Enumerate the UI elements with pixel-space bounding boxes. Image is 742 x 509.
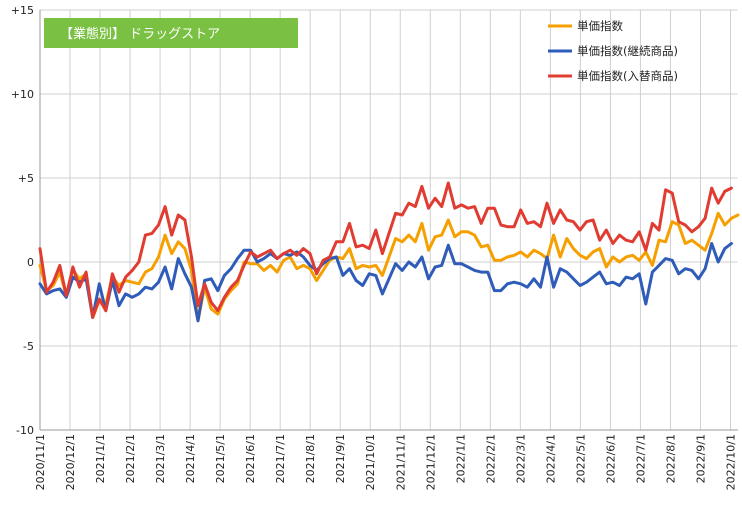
y-tick-label: 0 [27,256,34,269]
x-tick-label: 2021/7/1 [274,434,287,483]
legend-label-1: 単価指数(継続商品) [577,44,678,58]
x-tick-label: 2020/12/1 [64,434,77,490]
y-tick-label: -5 [23,340,34,353]
x-tick-label: 2021/1/1 [94,434,107,483]
x-tick-label: 2022/9/1 [694,434,707,483]
series-line-0 [38,211,740,323]
series-line-1 [38,242,733,323]
x-tick-label: 2021/2/1 [124,434,137,483]
legend-label-2: 単価指数(入替商品) [577,69,678,83]
x-tick-label: 2022/1/1 [454,434,467,483]
chart-title-text: 【業態別】 ドラッグストア [60,26,220,42]
x-tick-label: 2022/3/1 [514,434,527,483]
legend-label-0: 単価指数 [577,19,623,33]
x-tick-label: 2021/3/1 [154,434,167,483]
series-line-2 [38,181,733,319]
chart-title-box [44,18,298,48]
y-tick-label: +5 [18,172,34,185]
x-tick-label: 2021/6/1 [244,434,257,483]
x-tick-label: 2022/6/1 [604,434,617,483]
x-tick-label: 2021/4/1 [184,434,197,483]
chart-title: 【業態別】 ドラッグストア [44,18,298,48]
x-tick-label: 2021/8/1 [304,434,317,483]
x-tick-label: 2021/12/1 [424,434,437,490]
x-tick-label: 2021/11/1 [394,434,407,490]
x-tick-label: 2021/5/1 [214,434,227,483]
series-lines [38,181,740,323]
x-tick-label: 2022/5/1 [574,434,587,483]
y-tick-label: +15 [11,4,34,17]
x-tick-label: 2022/10/1 [724,434,737,490]
x-tick-label: 2022/7/1 [634,434,647,483]
x-tick-label: 2021/9/1 [334,434,347,483]
x-tick-label: 2022/2/1 [484,434,497,483]
x-tick-label: 2022/8/1 [664,434,677,483]
y-tick-label: -10 [16,424,34,437]
x-tick-label: 2020/11/1 [34,434,47,490]
x-tick-label: 2022/4/1 [544,434,557,483]
y-tick-label: +10 [11,88,34,101]
x-tick-label: 2021/10/1 [364,434,377,490]
